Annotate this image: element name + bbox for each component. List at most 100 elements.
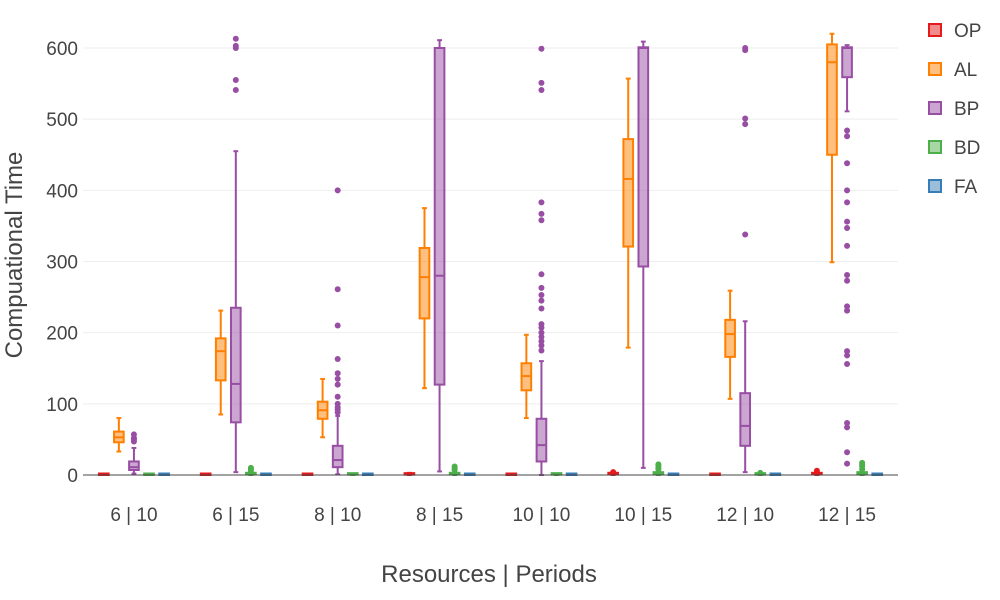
legend-item-bp[interactable]: BP	[928, 99, 979, 120]
box	[841, 44, 853, 467]
y-tick-label: 200	[46, 324, 78, 345]
outlier-point	[232, 77, 239, 84]
outlier-point	[844, 225, 851, 232]
y-axis-title: Compuational Time	[1, 152, 28, 359]
box	[622, 77, 635, 349]
outlier-point	[538, 217, 545, 224]
box	[637, 40, 650, 469]
outlier-point	[538, 271, 545, 278]
legend-swatch	[928, 140, 942, 154]
legend-item-fa[interactable]: FA	[928, 177, 978, 198]
box-iqr	[739, 392, 752, 447]
outlier-point	[844, 272, 851, 279]
outlier-point	[538, 284, 545, 291]
box	[331, 187, 344, 476]
box-iqr	[433, 47, 446, 386]
outlier-point	[538, 210, 545, 217]
outlier-point	[844, 360, 851, 367]
outlier-point	[247, 464, 254, 471]
outlier-point	[757, 469, 764, 476]
series-bp	[128, 35, 853, 476]
legend: OP AL BP BD FA	[928, 21, 981, 198]
outlier-point	[538, 305, 545, 312]
outlier-point	[130, 431, 137, 438]
outlier-point	[859, 459, 866, 466]
y-tick-label: 500	[46, 110, 78, 131]
outlier-point	[844, 420, 851, 427]
outlier-point	[538, 342, 545, 349]
box-iqr	[331, 444, 344, 469]
outlier-point	[610, 469, 617, 476]
y-tick-label: 400	[46, 181, 78, 202]
box	[316, 377, 329, 439]
x-tick-label: 10 | 15	[614, 505, 672, 526]
outlier-point	[844, 199, 851, 206]
outlier-point	[844, 218, 851, 225]
outlier-point	[334, 322, 341, 329]
legend-swatch	[928, 23, 942, 37]
outlier-point	[451, 463, 458, 470]
outlier-point	[844, 352, 851, 359]
outlier-point	[655, 461, 662, 468]
box	[418, 207, 431, 390]
box-iqr	[637, 46, 650, 268]
outlier-point	[334, 375, 341, 382]
box	[607, 469, 619, 476]
outlier-point	[232, 42, 239, 49]
y-tick-label: 0	[67, 466, 78, 487]
y-tick-label: 600	[46, 39, 78, 60]
outlier-point	[334, 370, 341, 377]
outlier-point	[538, 199, 545, 206]
box	[128, 431, 140, 475]
box-iqr	[229, 306, 242, 424]
x-axis-ticks: 6 | 10 6 | 15 8 | 10 8 | 15 10 | 10 10 | 15 12…	[110, 505, 876, 526]
box	[229, 35, 242, 474]
outlier-point	[813, 467, 820, 474]
outlier-point	[844, 424, 851, 431]
outlier-point	[844, 242, 851, 249]
box-iqr	[128, 460, 140, 472]
outlier-point	[844, 160, 851, 167]
series-bd	[143, 459, 868, 476]
box	[433, 39, 446, 473]
y-tick-label: 100	[46, 395, 78, 416]
legend-label: OP	[954, 21, 981, 42]
outlier-point	[538, 45, 545, 52]
box	[826, 32, 838, 264]
box-iqr	[214, 337, 227, 382]
outlier-point	[538, 329, 545, 336]
outlier-point	[232, 35, 239, 42]
outlier-point	[334, 393, 341, 400]
legend-item-bd[interactable]: BD	[928, 138, 980, 159]
legend-label: BP	[954, 99, 979, 120]
outlier-point	[232, 86, 239, 93]
box-iqr	[724, 318, 736, 358]
x-tick-label: 6 | 10	[110, 505, 157, 526]
outlier-point	[844, 449, 851, 456]
legend-swatch	[928, 179, 942, 193]
outlier-point	[334, 286, 341, 293]
box-iqr	[841, 46, 853, 79]
box	[535, 45, 548, 476]
outlier-point	[742, 45, 749, 51]
outlier-point	[538, 291, 545, 298]
outlier-point	[844, 460, 851, 467]
outlier-point	[538, 79, 545, 86]
outlier-point	[844, 303, 851, 310]
box	[724, 289, 736, 400]
box	[856, 459, 868, 476]
outlier-point	[742, 121, 749, 128]
outlier-point	[334, 187, 341, 194]
outlier-point	[334, 381, 341, 388]
box	[113, 417, 125, 453]
box	[739, 45, 752, 474]
outlier-point	[844, 187, 851, 194]
y-axis-ticks: 0 100 200 300 400 500 600	[46, 39, 78, 487]
x-tick-label: 12 | 10	[716, 505, 774, 526]
outlier-point	[538, 297, 545, 304]
legend-swatch	[928, 62, 942, 76]
legend-item-op[interactable]: OP	[928, 21, 981, 42]
legend-item-al[interactable]: AL	[928, 60, 977, 81]
outlier-point	[538, 86, 545, 93]
